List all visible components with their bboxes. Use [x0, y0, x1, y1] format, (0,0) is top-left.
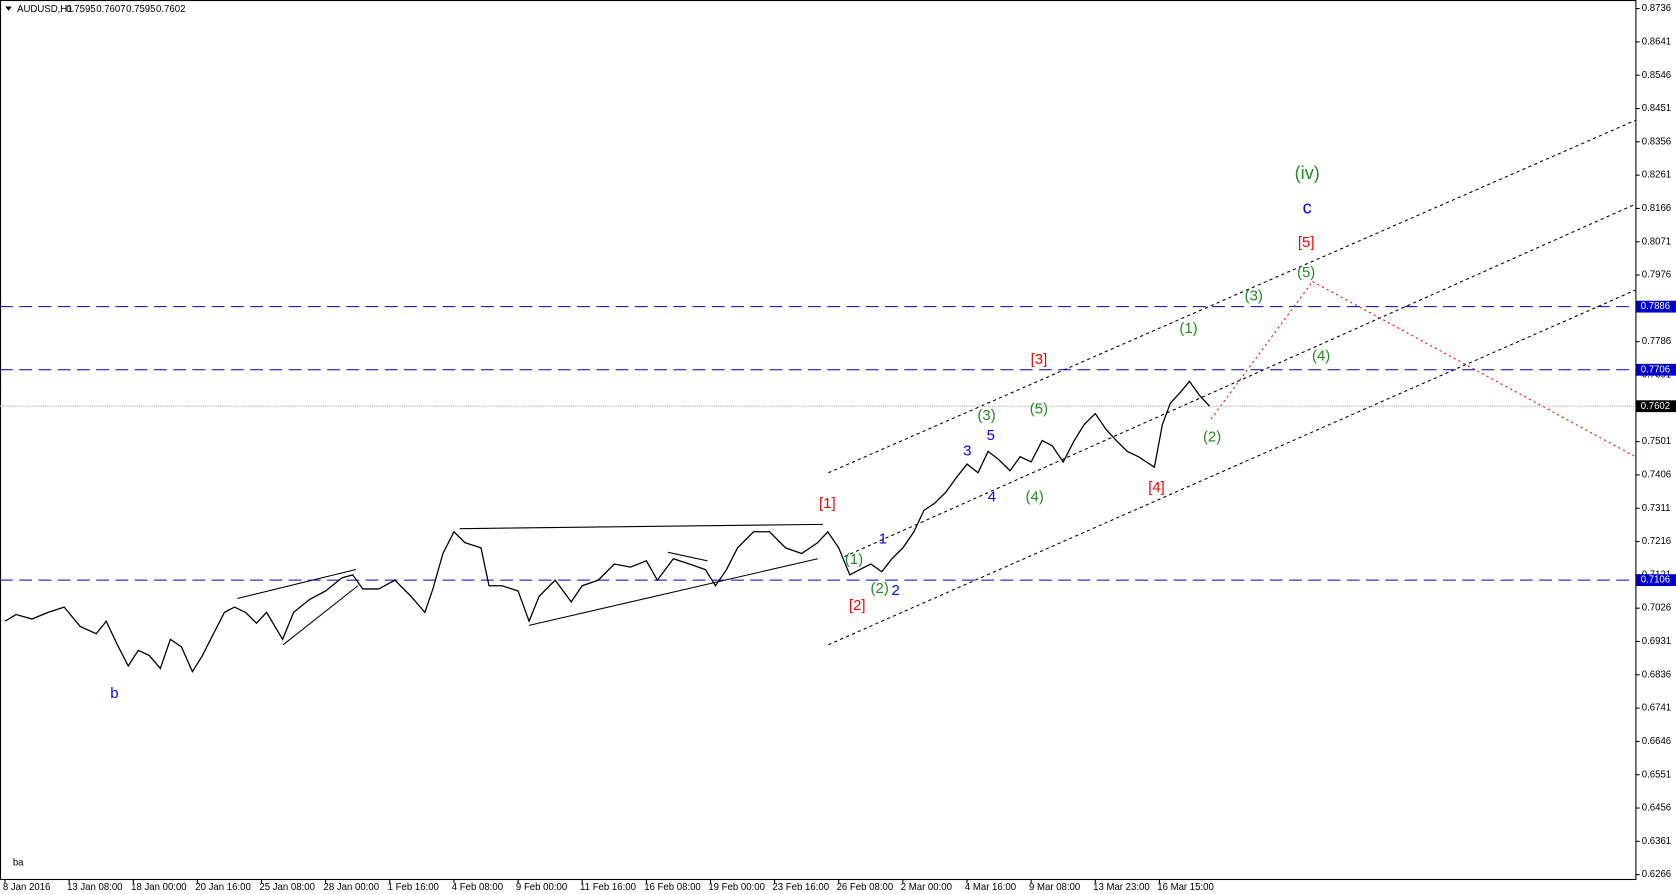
- channel-line: [828, 289, 1636, 646]
- y-tick-label: 0.7026: [1642, 603, 1671, 614]
- y-tick-label: 0.7976: [1642, 270, 1671, 281]
- level-box: [1636, 363, 1676, 376]
- wave-label: (1): [845, 551, 863, 568]
- forecast: [1210, 281, 1636, 458]
- wave-label: (1): [1179, 320, 1197, 337]
- x-tick-label: 18 Jan 00:00: [131, 882, 187, 893]
- y-tick-label: 0.7406: [1642, 469, 1671, 480]
- quote-close: 0.7602: [156, 4, 185, 15]
- trend-line: [667, 551, 708, 562]
- wave-label: (3): [977, 407, 995, 424]
- forecast-line: [1312, 281, 1636, 458]
- quote-high: 0.7607: [96, 4, 125, 15]
- x-tick-label: 25 Jan 08:00: [259, 882, 315, 893]
- quote-open: 0.7595: [66, 4, 95, 15]
- wave-label: (3): [1245, 288, 1263, 305]
- trend-line: [282, 585, 359, 646]
- x-tick-label: 23 Feb 16:00: [772, 882, 829, 893]
- x-tick-label: 13 Mar 23:00: [1093, 882, 1150, 893]
- y-tick-label: 0.7501: [1642, 436, 1671, 447]
- y-tick-label: 0.6931: [1642, 636, 1671, 647]
- menu-arrow[interactable]: [5, 6, 12, 11]
- channel-line: [844, 203, 1636, 558]
- wave-label: 3: [963, 442, 971, 459]
- wave-label: [3]: [1031, 351, 1048, 368]
- wave-label: (4): [1026, 488, 1044, 505]
- x-tick-label: 9 Mar 08:00: [1029, 882, 1080, 893]
- x-tick-label: 8 Jan 2016: [3, 882, 51, 893]
- wave-label: (5): [1297, 264, 1315, 281]
- y-tick-label: 0.8641: [1642, 36, 1671, 47]
- level-label: 0.7602: [1641, 401, 1670, 412]
- y-tick-label: 0.7311: [1642, 503, 1671, 514]
- y-tick-label: 0.6456: [1642, 803, 1671, 814]
- x-tick-label: 11 Feb 16:00: [580, 882, 636, 893]
- x-tick-label: 4 Mar 16:00: [965, 882, 1016, 893]
- wave-label: [1]: [819, 495, 836, 512]
- x-tick-label: 19 Feb 00:00: [708, 882, 765, 893]
- wave-label: b: [110, 685, 118, 702]
- y-tick-label: 0.6551: [1642, 769, 1671, 780]
- wave-label: 2: [892, 582, 900, 599]
- x-tick-label: 16 Mar 15:00: [1157, 882, 1214, 893]
- wave-label: 1: [879, 530, 887, 547]
- x-tick-label: 1 Feb 16:00: [388, 882, 439, 893]
- y-tick-label: 0.6741: [1642, 703, 1671, 714]
- wave-label: (4): [1312, 348, 1330, 365]
- level-box: [1636, 400, 1676, 413]
- wave-label: c: [1303, 197, 1312, 217]
- y-tick-label: 0.8166: [1642, 203, 1671, 214]
- y-tick-label: 0.6266: [1642, 869, 1671, 880]
- y-tick-label: 0.8071: [1642, 236, 1671, 247]
- wave-label: [2]: [849, 597, 866, 614]
- channel: [828, 119, 1636, 646]
- wave-label: [5]: [1298, 234, 1315, 251]
- x-tick-label: 16 Feb 08:00: [644, 882, 701, 893]
- wave-label: 5: [987, 427, 995, 444]
- footer-text: ba: [13, 857, 24, 868]
- x-tick-label: 9 Feb 00:00: [516, 882, 567, 893]
- quote-low: 0.7595: [126, 4, 155, 15]
- y-tick-label: 0.6361: [1642, 836, 1671, 847]
- price-line: [4, 380, 1211, 674]
- forecast-line: [1210, 281, 1314, 420]
- y-tick-label: 0.8356: [1642, 136, 1671, 147]
- y-tick-label: 0.8261: [1642, 170, 1671, 181]
- y-tick-label: 0.8736: [1642, 3, 1671, 14]
- y-tick-label: 0.8451: [1642, 103, 1671, 114]
- level-label: 0.7106: [1641, 575, 1670, 586]
- y-tick-label: 0.7216: [1642, 536, 1671, 547]
- level-box: [1636, 300, 1676, 313]
- level-label: 0.7886: [1641, 301, 1670, 312]
- level-box: [1636, 574, 1676, 587]
- wave-label: (2): [1203, 428, 1221, 445]
- x-tick-label: 20 Jan 16:00: [195, 882, 251, 893]
- x-tick-label: 4 Feb 08:00: [452, 882, 503, 893]
- trend-lines: [237, 523, 824, 646]
- plot-frame: [0, 0, 1637, 881]
- x-tick-label: 2 Mar 00:00: [901, 882, 952, 893]
- y-tick-label: 0.6836: [1642, 669, 1671, 680]
- wave-label: (2): [871, 580, 889, 597]
- wave-label: 4: [988, 488, 996, 505]
- trend-line: [528, 558, 818, 626]
- level-label: 0.7706: [1641, 364, 1670, 375]
- wave-label: (iv): [1295, 163, 1320, 183]
- channel-line: [828, 119, 1636, 474]
- wave-label: [4]: [1148, 479, 1165, 496]
- y-tick-label: 0.6646: [1642, 736, 1671, 747]
- trend-line: [459, 523, 824, 530]
- y-tick-label: 0.7786: [1642, 336, 1671, 347]
- trend-line: [237, 568, 357, 600]
- x-tick-label: 26 Feb 08:00: [837, 882, 894, 893]
- x-tick-label: 28 Jan 00:00: [324, 882, 380, 893]
- y-tick-label: 0.8546: [1642, 70, 1671, 81]
- x-tick-label: 13 Jan 08:00: [67, 882, 123, 893]
- wave-label: (5): [1030, 400, 1048, 417]
- symbol: AUDUSD,H1: [17, 4, 72, 15]
